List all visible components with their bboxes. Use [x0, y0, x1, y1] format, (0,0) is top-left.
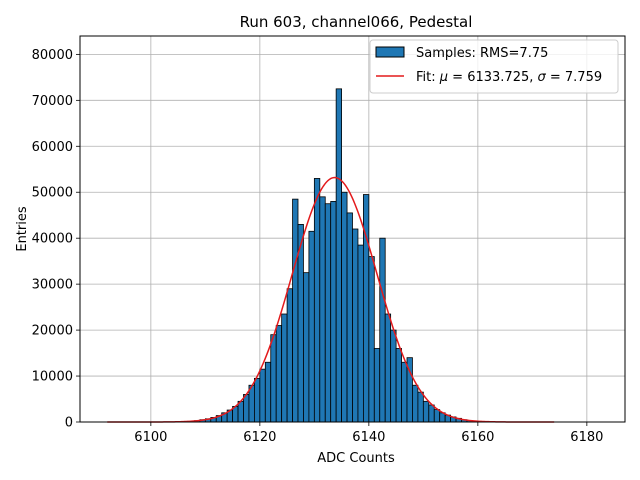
histogram-bar [243, 394, 250, 423]
histogram-bar [297, 224, 304, 423]
histogram-bar [395, 348, 402, 423]
x-tick-label: 6160 [461, 430, 494, 445]
histogram-bar [379, 237, 386, 423]
histogram-bar [275, 325, 283, 423]
histogram-bar [335, 88, 342, 423]
histogram-bar [292, 198, 299, 423]
histogram-bar [259, 368, 266, 423]
legend: Samples: RMS=7.75 Fit: μ = 6133.725, σ =… [369, 39, 619, 94]
legend-fit-label: Fit: μ = 6133.725, σ = 7.759 [416, 70, 602, 85]
histogram-bar [346, 212, 353, 423]
histogram-bar [237, 400, 244, 423]
histogram-bar [253, 377, 261, 423]
y-tick-label: 70000 [32, 94, 73, 109]
x-tick-label: 6120 [243, 430, 276, 445]
y-tick-label: 20000 [32, 324, 73, 339]
histogram-bar [422, 400, 430, 423]
legend-fit-mu-value: = 6133.725, [448, 70, 537, 85]
x-axis-label: ADC Counts [317, 451, 395, 466]
histogram-bar [417, 391, 424, 423]
x-tick-label: 6180 [570, 430, 603, 445]
x-axis-ticks: 6100 6120 6140 6160 6180 [134, 422, 603, 445]
histogram-bar [308, 230, 315, 423]
histogram-bar [319, 196, 326, 423]
x-tick-label: 6140 [352, 430, 385, 445]
legend-box [369, 39, 619, 94]
y-tick-label: 60000 [32, 140, 73, 155]
plot-frame [79, 35, 626, 423]
x-tick-label: 6100 [134, 430, 167, 445]
histogram-bar [341, 191, 348, 423]
histogram-bar [357, 244, 364, 423]
y-tick-label: 50000 [32, 186, 73, 201]
y-tick-label: 10000 [32, 370, 73, 385]
histogram-bar [324, 203, 332, 423]
histogram-bar [428, 404, 435, 423]
y-axis-ticks: 0 10000 20000 30000 40000 50000 60000 70000 8000… [32, 48, 80, 431]
y-tick-label: 30000 [32, 278, 73, 293]
y-tick-label: 80000 [32, 48, 73, 63]
legend-fit-prefix: Fit: [416, 70, 440, 85]
histogram-bar [433, 409, 441, 423]
histogram-bar [412, 384, 419, 423]
histogram-bar [286, 288, 293, 423]
legend-samples-label: Samples: RMS=7.75 [416, 46, 548, 61]
y-axis-label: Entries [15, 206, 30, 252]
legend-fit-sigma: σ [538, 70, 547, 85]
histogram-bar [368, 256, 375, 423]
chart-title: Run 603, channel066, Pedestal [240, 13, 473, 31]
histogram-bar [281, 313, 288, 423]
histogram-bar [401, 361, 408, 423]
legend-samples-swatch [375, 46, 405, 58]
legend-fit-mu: μ [439, 70, 448, 85]
histogram-bar [390, 329, 397, 423]
histogram-bar [373, 348, 381, 423]
histogram-bar [352, 228, 359, 423]
histogram-bar [303, 272, 310, 423]
histogram-bar [330, 201, 337, 423]
y-tick-label: 40000 [32, 232, 73, 247]
histogram-bar [384, 313, 392, 423]
legend-fit-sigma-value: = 7.759 [546, 70, 602, 85]
histogram-bar [270, 334, 277, 423]
histogram-bar [264, 361, 272, 423]
y-tick-label: 0 [65, 416, 73, 431]
histogram-bar [313, 178, 321, 423]
